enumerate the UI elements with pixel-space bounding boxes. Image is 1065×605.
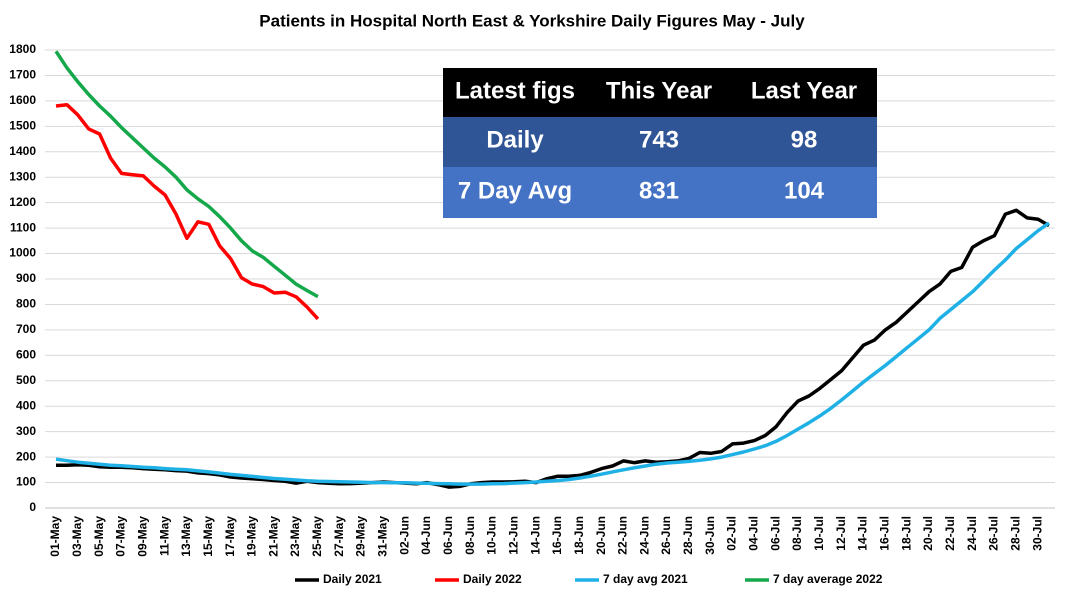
x-tick-label: 26-Jul — [987, 516, 1001, 551]
x-tick-label: 21-May — [266, 516, 280, 557]
legend-label: 7 day avg 2021 — [603, 572, 688, 586]
x-tick-label: 13-May — [179, 516, 193, 557]
x-tick-label: 28-Jul — [1008, 516, 1022, 551]
x-tick-label: 12-Jul — [834, 516, 848, 551]
series-line — [55, 221, 1051, 486]
legend-label: Daily 2022 — [463, 572, 522, 586]
x-tick-label: 11-May — [157, 516, 171, 556]
x-tick-label: 10-Jun — [485, 516, 499, 555]
x-tick-label: 15-May — [201, 516, 215, 557]
x-tick-label: 09-May — [135, 516, 149, 557]
x-tick-label: 04-Jun — [419, 516, 433, 555]
y-tick-label: 1100 — [10, 220, 36, 234]
lines — [54, 50, 1051, 489]
x-tick-label: 30-Jul — [1030, 516, 1044, 551]
x-tick-label: 02-Jun — [397, 516, 411, 555]
table-cell: 98 — [791, 126, 818, 153]
y-tick-label: 1500 — [9, 119, 36, 133]
table-cell: 104 — [784, 177, 825, 204]
legend: Daily 2021 Daily 2022 7 day avg 2021 7 day … — [295, 572, 883, 586]
x-tick-label: 24-Jul — [965, 516, 979, 551]
y-tick-label: 300 — [16, 424, 36, 438]
x-tick-label: 25-May — [310, 516, 324, 557]
x-tick-label: 05-May — [92, 516, 106, 557]
x-tick-label: 28-Jun — [681, 516, 695, 555]
x-tick-label: 19-May — [245, 516, 259, 557]
x-tick-label: 30-Jun — [703, 516, 717, 555]
x-tick-label: 18-Jun — [572, 516, 586, 555]
series-line — [55, 102, 320, 321]
y-tick-label: 700 — [16, 322, 36, 336]
x-tick-label: 20-Jul — [921, 516, 935, 551]
x-tick-label: 02-Jul — [725, 516, 739, 551]
x-tick-label: 07-May — [114, 516, 128, 557]
legend-label: Daily 2021 — [323, 572, 382, 586]
series-line — [56, 208, 1050, 489]
x-tick-label: 06-Jul — [768, 516, 782, 551]
x-tick-label: 12-Jun — [506, 516, 520, 555]
table-header: This Year — [606, 77, 712, 104]
series-line — [54, 50, 319, 299]
x-tick-label: 29-May — [354, 516, 368, 557]
y-tick-label: 900 — [16, 271, 36, 285]
x-tick-label: 03-May — [70, 516, 84, 557]
table-header-bg — [443, 68, 877, 117]
table-row-bg — [443, 117, 877, 167]
table-cell: 831 — [639, 177, 679, 204]
x-tick-label: 14-Jul — [856, 516, 870, 551]
x-tick-label: 24-Jun — [637, 516, 651, 555]
x-tick-label: 10-Jul — [812, 516, 826, 551]
table-cell: Daily — [486, 126, 544, 153]
table-header: Latest figs — [455, 77, 575, 104]
y-tick-label: 1400 — [9, 144, 36, 158]
y-tick-label: 600 — [16, 348, 36, 362]
y-tick-label: 0 — [29, 500, 36, 514]
y-tick-label: 200 — [16, 449, 36, 463]
y-tick-label: 500 — [16, 373, 36, 387]
x-tick-label: 17-May — [223, 516, 237, 557]
table: Latest figs This Year Last Year Daily 743 98 7… — [443, 68, 877, 218]
y-tick-label: 1200 — [9, 195, 36, 209]
x-tick-label: 23-May — [288, 516, 302, 557]
x-tick-label: 27-May — [332, 516, 346, 557]
table-cell: 743 — [639, 126, 679, 153]
x-tick-label: 04-Jul — [747, 516, 761, 551]
table-header: Last Year — [751, 77, 857, 104]
x-tick-label: 22-Jun — [616, 516, 630, 555]
y-tick-label: 1700 — [9, 68, 36, 82]
x-tick-label: 01-May — [48, 516, 62, 557]
x-tick-label: 22-Jul — [943, 516, 957, 551]
x-tick-label: 16-Jul — [877, 516, 891, 551]
x-tick-label: 26-Jun — [659, 516, 673, 555]
chart-title: Patients in Hospital North East & Yorksh… — [259, 11, 805, 30]
y-tick-label: 1000 — [9, 246, 36, 260]
x-tick-label: 16-Jun — [550, 516, 564, 555]
x-tick-label: 06-Jun — [441, 516, 455, 555]
grid: 0 100 200 300 400 500 600 700 800 900 1000 1100 1200… — [9, 42, 1055, 557]
x-tick-label: 08-Jul — [790, 516, 804, 551]
x-tick-label: 18-Jul — [899, 516, 913, 551]
y-tick-label: 1600 — [9, 93, 36, 107]
y-tick-label: 1300 — [9, 169, 36, 183]
x-tick-label: 20-Jun — [594, 516, 608, 555]
x-tick-label: 31-May — [376, 516, 390, 557]
x-tick-label: 08-Jun — [463, 516, 477, 555]
y-tick-label: 400 — [16, 398, 36, 412]
table-cell: 7 Day Avg — [458, 177, 572, 204]
y-tick-label: 100 — [16, 475, 36, 489]
y-tick-label: 1800 — [9, 42, 36, 56]
x-tick-label: 14-Jun — [528, 516, 542, 555]
y-tick-label: 800 — [16, 297, 36, 311]
legend-label: 7 day average 2022 — [773, 572, 883, 586]
table-row-bg — [443, 167, 877, 218]
